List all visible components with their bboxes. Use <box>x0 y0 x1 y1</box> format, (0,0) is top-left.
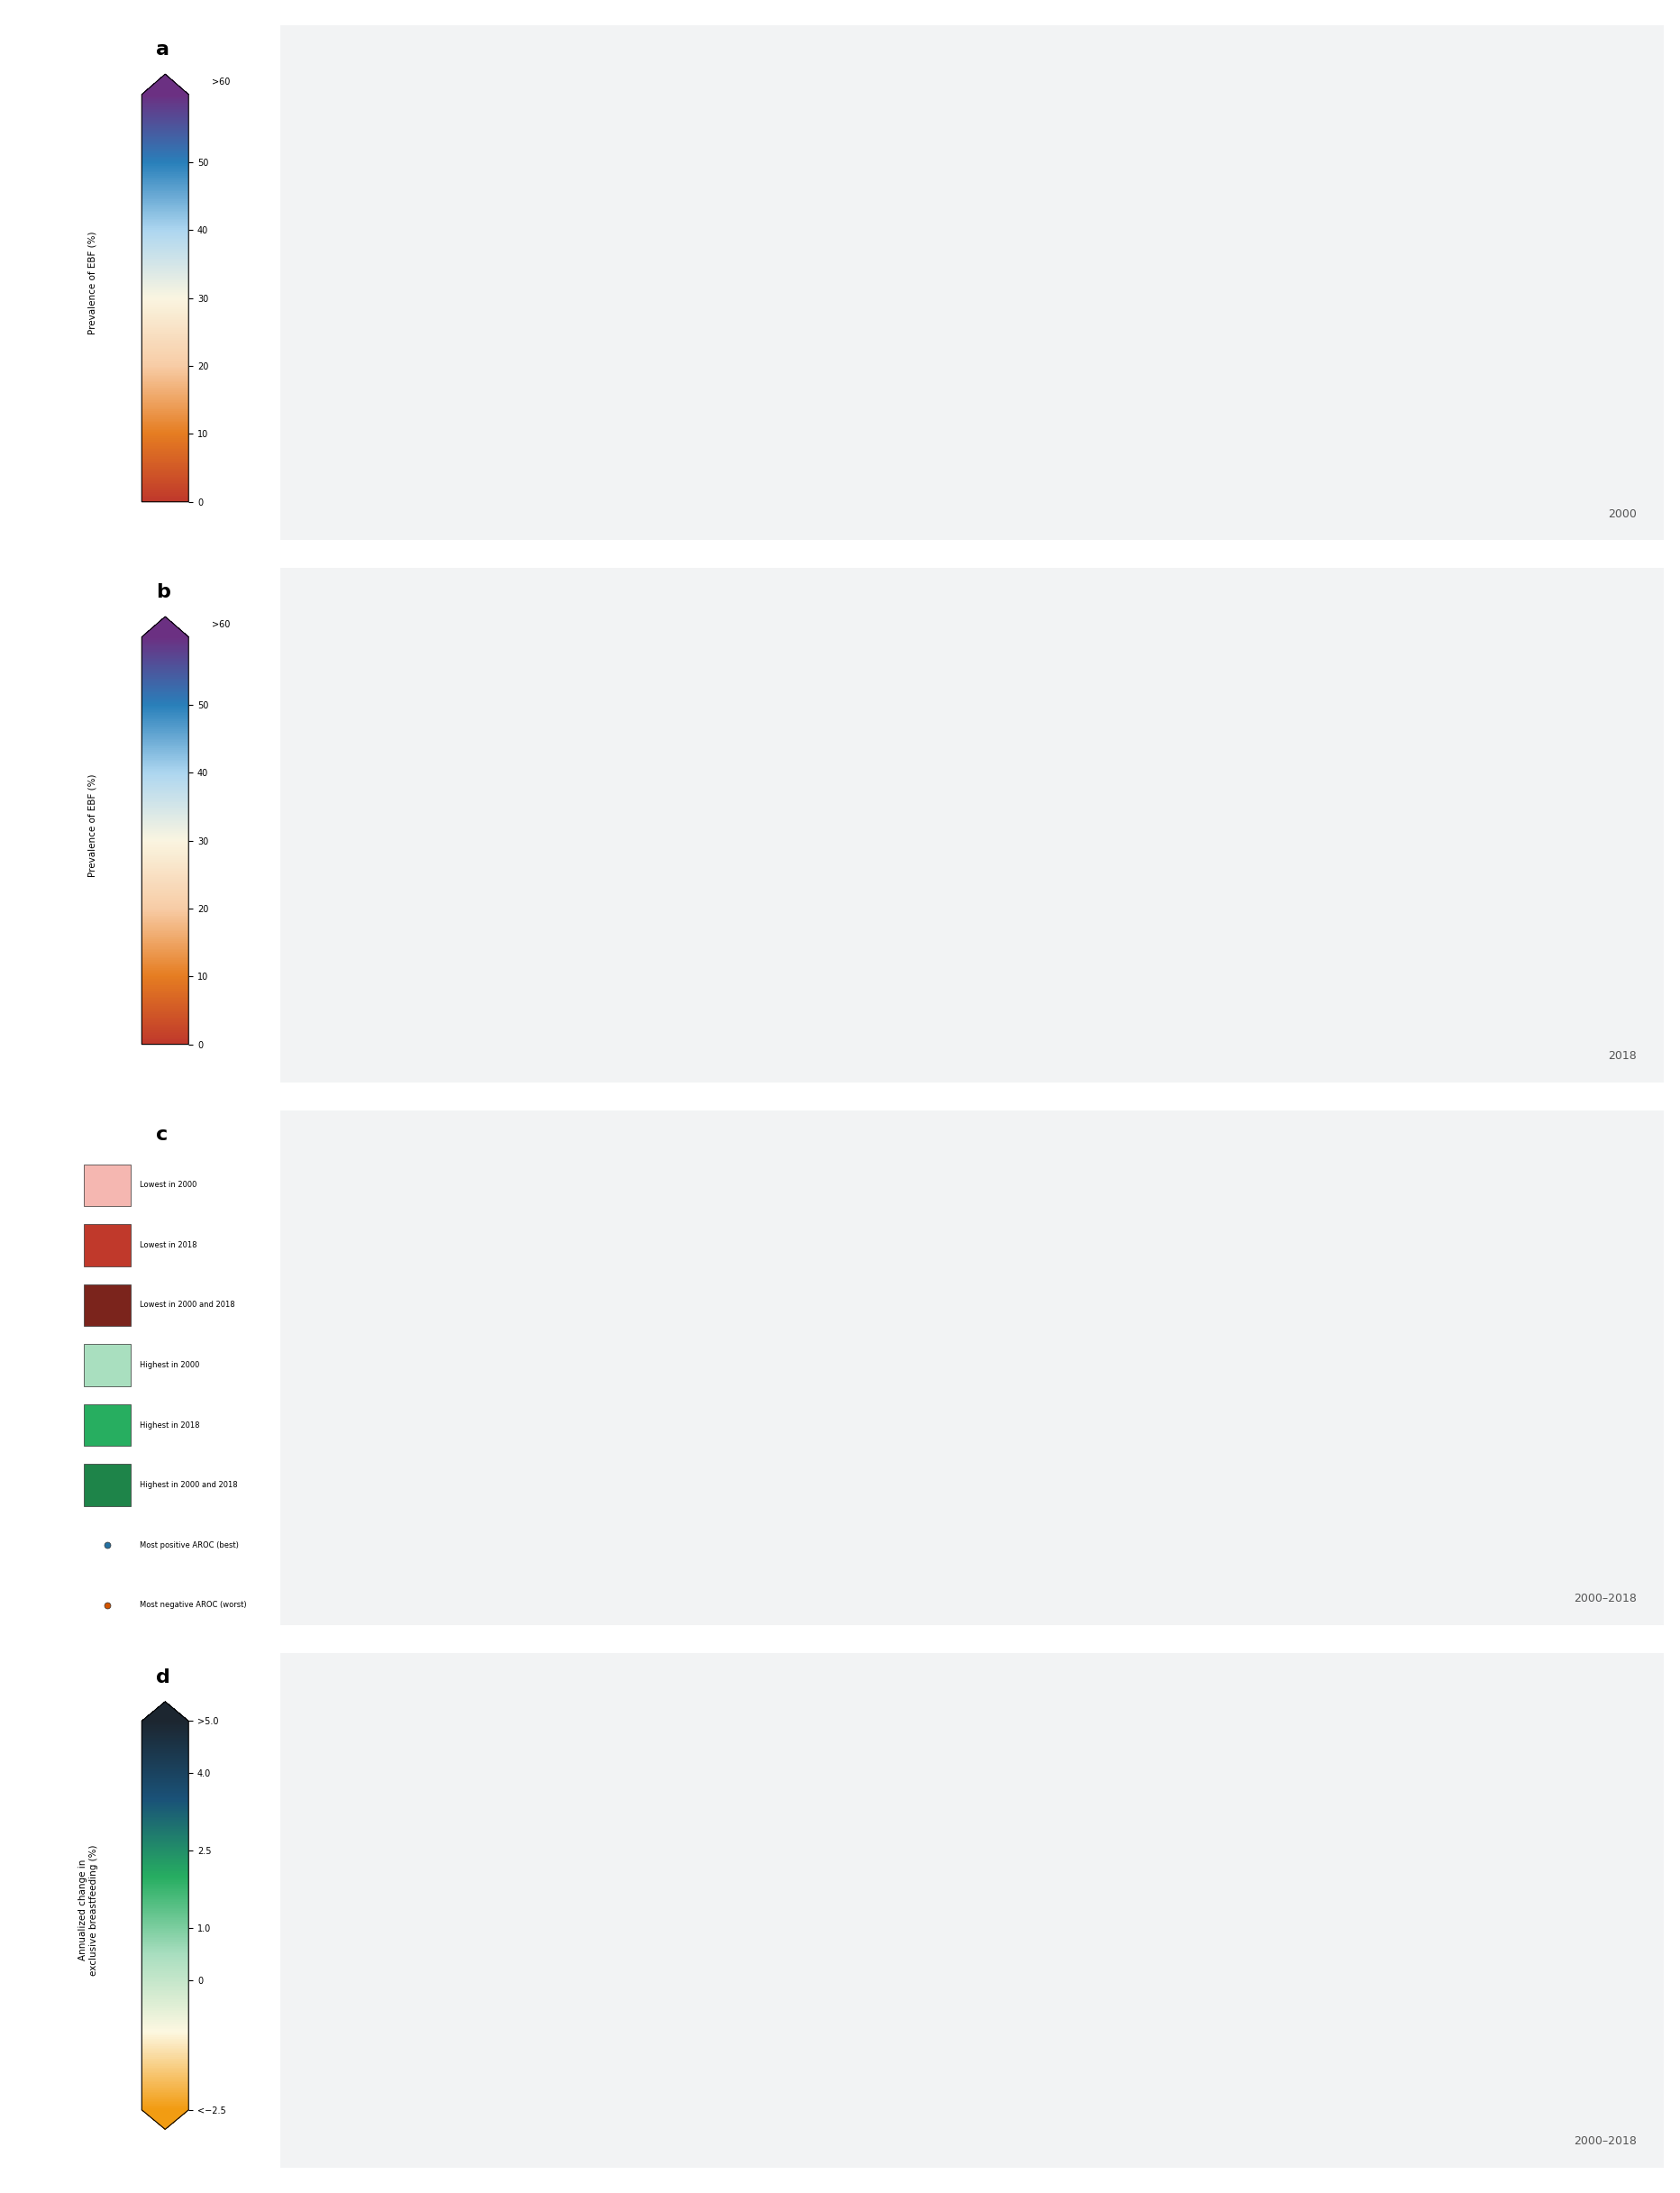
Text: Annualized change in
exclusive breastfeeding (%): Annualized change in exclusive breastfee… <box>79 1844 97 1976</box>
Text: Lowest in 2000 and 2018: Lowest in 2000 and 2018 <box>139 1300 235 1309</box>
FancyBboxPatch shape <box>84 1344 131 1386</box>
Text: 2000–2018: 2000–2018 <box>1572 2136 1636 2147</box>
Polygon shape <box>281 24 1663 539</box>
FancyBboxPatch shape <box>84 1465 131 1507</box>
Polygon shape <box>281 1110 1663 1625</box>
Polygon shape <box>281 1654 1663 2169</box>
Text: Highest in 2000: Highest in 2000 <box>139 1362 200 1368</box>
Text: d: d <box>156 1669 170 1686</box>
Text: Prevalence of EBF (%): Prevalence of EBF (%) <box>89 774 97 877</box>
FancyBboxPatch shape <box>84 1285 131 1327</box>
Text: Lowest in 2000: Lowest in 2000 <box>139 1182 197 1189</box>
Text: b: b <box>156 583 170 601</box>
Text: c: c <box>156 1125 168 1143</box>
Text: 2018: 2018 <box>1608 1050 1636 1061</box>
Text: a: a <box>156 42 170 59</box>
Text: Highest in 2000 and 2018: Highest in 2000 and 2018 <box>139 1480 237 1489</box>
FancyBboxPatch shape <box>84 1224 131 1265</box>
FancyBboxPatch shape <box>84 1404 131 1445</box>
Text: Most positive AROC (best): Most positive AROC (best) <box>139 1542 239 1548</box>
FancyBboxPatch shape <box>84 1164 131 1206</box>
Text: Prevalence of EBF (%): Prevalence of EBF (%) <box>89 230 97 333</box>
Text: Most negative AROC (worst): Most negative AROC (worst) <box>139 1601 247 1610</box>
Text: 2000–2018: 2000–2018 <box>1572 1592 1636 1605</box>
Text: 2000: 2000 <box>1606 509 1636 520</box>
Text: Highest in 2018: Highest in 2018 <box>139 1421 200 1430</box>
Polygon shape <box>281 568 1663 1083</box>
Text: Lowest in 2018: Lowest in 2018 <box>139 1241 197 1250</box>
